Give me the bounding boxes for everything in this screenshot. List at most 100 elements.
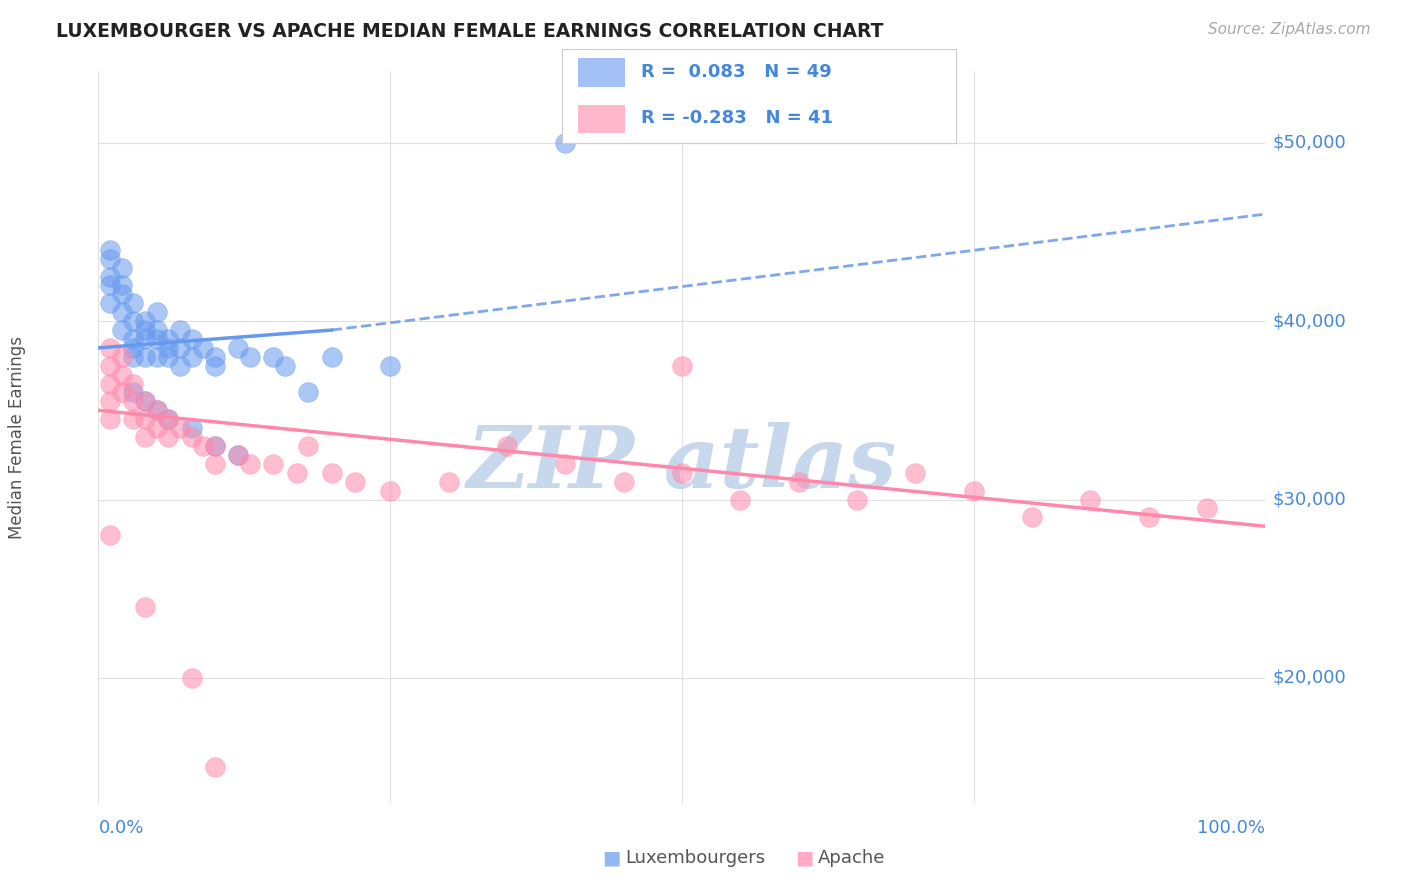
Point (274, 359, 297, 373)
Point (495, 439, 517, 453)
Point (1195, 501, 1218, 516)
Point (344, 475, 367, 489)
Point (146, 332, 169, 346)
Text: Luxembourgers: Luxembourgers (626, 849, 766, 867)
Point (134, 430, 156, 444)
Point (134, 323, 156, 337)
Point (134, 394, 156, 409)
Point (122, 296, 145, 310)
Point (204, 359, 226, 373)
Text: R = -0.283   N = 41: R = -0.283 N = 41 (641, 110, 834, 128)
Point (228, 341, 250, 355)
Point (98, 243, 121, 257)
Point (122, 385, 145, 400)
Point (157, 332, 180, 346)
Text: $50,000: $50,000 (1272, 134, 1346, 152)
Point (98, 394, 121, 409)
Point (146, 403, 169, 417)
Point (98, 528, 121, 542)
Point (111, 278, 134, 293)
Point (285, 466, 308, 480)
Point (157, 341, 180, 355)
Point (169, 359, 191, 373)
Point (146, 305, 169, 319)
Text: 100.0%: 100.0% (1198, 819, 1265, 837)
Point (122, 314, 145, 328)
Point (787, 475, 810, 489)
Point (98, 341, 121, 355)
Point (671, 466, 693, 480)
Point (98, 376, 121, 391)
Point (98, 359, 121, 373)
Point (134, 332, 156, 346)
Point (111, 305, 134, 319)
Point (111, 260, 134, 275)
Point (193, 341, 215, 355)
Text: LUXEMBOURGER VS APACHE MEDIAN FEMALE EARNINGS CORRELATION CHART: LUXEMBOURGER VS APACHE MEDIAN FEMALE EAR… (56, 22, 884, 41)
Point (262, 350, 284, 364)
Point (193, 439, 215, 453)
Point (122, 376, 145, 391)
Point (204, 457, 226, 471)
Point (378, 359, 402, 373)
Point (98, 296, 121, 310)
Point (134, 350, 156, 364)
Point (1137, 510, 1160, 524)
Point (262, 457, 284, 471)
Point (169, 341, 191, 355)
Point (612, 475, 634, 489)
Point (111, 287, 134, 301)
Point (239, 350, 262, 364)
Point (111, 323, 134, 337)
Point (169, 323, 191, 337)
Point (228, 448, 250, 462)
Point (134, 394, 156, 409)
Point (437, 475, 460, 489)
Point (122, 332, 145, 346)
Point (146, 421, 169, 435)
Point (204, 760, 226, 774)
Text: ZIP atlas: ZIP atlas (467, 422, 897, 506)
Point (204, 350, 226, 364)
Point (134, 599, 156, 614)
Point (122, 350, 145, 364)
Point (98, 252, 121, 266)
Point (157, 412, 180, 426)
Point (146, 403, 169, 417)
Text: 0.0%: 0.0% (98, 819, 143, 837)
Point (1021, 510, 1043, 524)
Point (204, 439, 226, 453)
Point (169, 421, 191, 435)
Point (157, 412, 180, 426)
Point (122, 394, 145, 409)
Point (321, 466, 343, 480)
Point (845, 492, 868, 507)
Point (228, 448, 250, 462)
Point (157, 350, 180, 364)
Point (730, 492, 752, 507)
Point (554, 457, 576, 471)
Point (111, 385, 134, 400)
Point (134, 314, 156, 328)
Point (111, 368, 134, 382)
Text: Source: ZipAtlas.com: Source: ZipAtlas.com (1208, 22, 1371, 37)
Point (111, 350, 134, 364)
Point (180, 332, 202, 346)
Text: Apache: Apache (818, 849, 886, 867)
Point (98, 269, 121, 284)
Text: ■: ■ (794, 848, 814, 868)
Point (671, 359, 693, 373)
Bar (578, 105, 626, 134)
Point (554, 136, 576, 150)
Point (98, 278, 121, 293)
Text: $30,000: $30,000 (1272, 491, 1346, 508)
Point (1080, 492, 1102, 507)
Point (146, 350, 169, 364)
Point (146, 323, 169, 337)
Text: ■: ■ (602, 848, 621, 868)
Text: R =  0.083   N = 49: R = 0.083 N = 49 (641, 62, 832, 80)
Point (378, 483, 402, 498)
Text: $40,000: $40,000 (1272, 312, 1346, 330)
Point (962, 483, 984, 498)
Point (122, 341, 145, 355)
